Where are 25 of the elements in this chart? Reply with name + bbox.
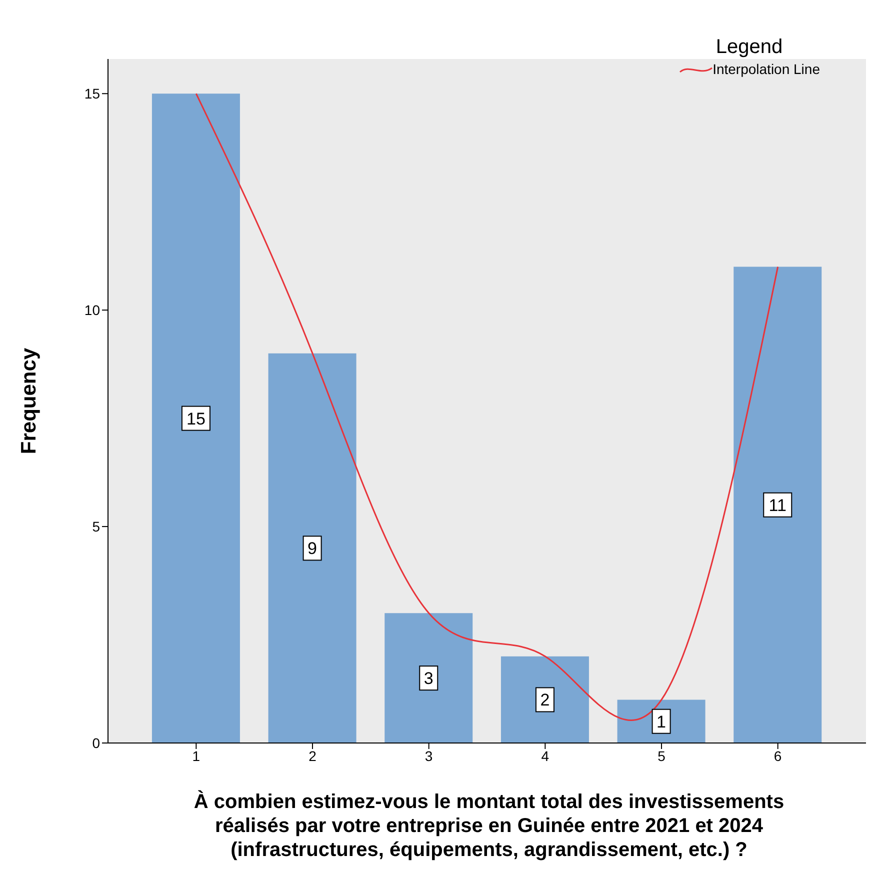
bar bbox=[734, 266, 822, 743]
x-tick-label: 4 bbox=[541, 748, 550, 764]
bar bbox=[384, 613, 473, 743]
data-label: 9 bbox=[308, 539, 318, 558]
x-tick-label: 6 bbox=[774, 748, 782, 764]
y-tick-label: 0 bbox=[92, 734, 100, 751]
bar bbox=[152, 94, 240, 743]
x-tick-label: 1 bbox=[192, 748, 200, 764]
y-axis-title: Frequency bbox=[17, 348, 40, 454]
legend-label: Interpolation Line bbox=[712, 61, 820, 77]
bar bbox=[268, 353, 356, 743]
data-label: 11 bbox=[768, 496, 786, 515]
data-label: 1 bbox=[656, 712, 666, 732]
y-tick-label: 10 bbox=[84, 302, 100, 318]
x-axis-title: À combien estimez-vous le montant total des investissements réalisés par votre entreprise en Guinée entre 2021 et 2024 (infrastructures, équipements, agrandissement, etc.) ? bbox=[192, 790, 786, 862]
data-label: 15 bbox=[186, 409, 206, 428]
x-tick-label: 2 bbox=[308, 748, 317, 764]
x-tick-label: 3 bbox=[424, 748, 433, 764]
data-label: 3 bbox=[424, 669, 434, 688]
x-tick-label: 5 bbox=[658, 748, 666, 764]
data-label: 2 bbox=[540, 690, 550, 710]
legend-title: Legend bbox=[714, 36, 784, 59]
y-tick-label: 15 bbox=[84, 86, 100, 102]
y-tick-label: 5 bbox=[92, 518, 100, 535]
bar bbox=[500, 656, 589, 743]
